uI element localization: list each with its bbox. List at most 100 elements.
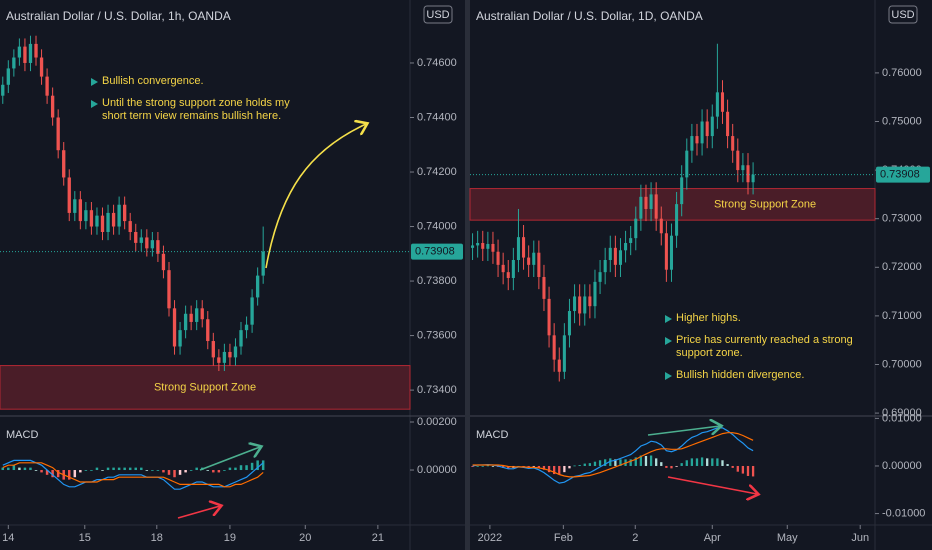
- candle-body: [726, 111, 730, 137]
- last-price-box: [876, 166, 930, 183]
- histogram-bar: [7, 467, 10, 471]
- histogram-bar: [507, 465, 510, 469]
- histogram-bar: [655, 458, 658, 466]
- histogram-bar: [167, 470, 171, 475]
- candle-body: [244, 324, 249, 331]
- candle-body: [167, 270, 171, 309]
- candle-body: [664, 233, 668, 270]
- histogram-bar: [250, 462, 254, 471]
- histogram-bar: [45, 470, 49, 475]
- macd-line: [2, 459, 264, 490]
- histogram-bar: [537, 465, 541, 468]
- candle-body: [211, 341, 215, 358]
- candle-body: [532, 252, 536, 265]
- histogram-bar: [51, 470, 54, 478]
- x-tick-label: May: [777, 532, 798, 544]
- support-zone: [469, 188, 876, 221]
- candle-body: [680, 177, 684, 205]
- candle-body: [145, 237, 149, 249]
- candle-body: [567, 311, 571, 336]
- candle-body: [501, 264, 505, 273]
- candle-body: [128, 221, 132, 232]
- histogram-bar: [609, 458, 612, 466]
- candle-body: [496, 251, 500, 265]
- histogram-bar: [649, 455, 653, 466]
- histogram-bar: [588, 463, 592, 466]
- candle-body: [89, 210, 94, 227]
- histogram-bar: [619, 459, 622, 466]
- histogram-bar: [563, 465, 566, 473]
- histogram-bar: [604, 459, 607, 466]
- candle-body: [669, 235, 674, 270]
- candle-body: [45, 76, 49, 96]
- last-price-box: [411, 243, 463, 260]
- candle-body: [189, 313, 193, 322]
- histogram-bar: [711, 458, 714, 466]
- candle-body: [123, 204, 127, 222]
- histogram-bar: [476, 465, 479, 467]
- histogram-bar: [746, 465, 750, 476]
- x-tick-label: Jun: [851, 532, 869, 544]
- histogram-bar: [145, 470, 149, 471]
- candle-body: [573, 296, 577, 312]
- y-tick-label: -0.01000: [882, 507, 925, 519]
- histogram-bar: [583, 463, 586, 466]
- candle-body: [751, 174, 755, 183]
- y-tick-label: 0.73400: [417, 384, 457, 396]
- histogram-bar: [212, 470, 215, 473]
- histogram-bar: [547, 465, 551, 473]
- candle-body: [471, 245, 475, 248]
- y-tick-label: 0.00200: [417, 416, 457, 428]
- candle-body: [95, 215, 99, 227]
- x-tick-label: 14: [2, 532, 14, 544]
- x-tick-label: 18: [151, 532, 163, 544]
- candle-body: [700, 121, 704, 144]
- candle-body: [228, 351, 232, 358]
- candle-body: [67, 177, 71, 213]
- histogram-bar: [527, 465, 530, 467]
- candle-body: [511, 260, 515, 278]
- candle-body: [705, 121, 709, 137]
- candle-body: [603, 260, 607, 273]
- histogram-bar: [751, 465, 755, 477]
- histogram-bar: [56, 470, 60, 478]
- last-price-label: 0.73908: [880, 168, 920, 180]
- histogram-bar: [593, 461, 597, 466]
- y-tick-label: 0.76000: [882, 67, 922, 79]
- histogram-bar: [639, 455, 643, 466]
- histogram-bar: [578, 465, 581, 466]
- candle-body: [1, 84, 5, 96]
- histogram-bar: [140, 467, 143, 471]
- candle-body: [583, 296, 587, 314]
- histogram-bar: [184, 470, 187, 473]
- histogram-bar: [675, 465, 678, 467]
- candle-body: [156, 240, 160, 254]
- histogram-bar: [256, 460, 259, 471]
- histogram-bar: [12, 465, 16, 471]
- candle-body: [476, 242, 480, 246]
- candle-body: [675, 204, 679, 236]
- x-tick-label: 2022: [478, 532, 502, 544]
- histogram-bar: [117, 467, 121, 471]
- candle-body: [537, 252, 541, 278]
- histogram-bar: [486, 465, 490, 467]
- histogram-bar: [721, 460, 724, 466]
- candle-body: [593, 281, 597, 307]
- candle-body: [172, 308, 177, 347]
- candle-body: [84, 210, 88, 222]
- candle-body: [255, 275, 260, 298]
- histogram-bar: [731, 465, 734, 468]
- candle-body: [746, 165, 750, 183]
- candle-body: [731, 136, 735, 151]
- histogram-bar: [736, 465, 739, 472]
- y-tick-label: 0.01000: [882, 412, 922, 424]
- candle-body: [134, 231, 138, 243]
- candle-body: [516, 237, 520, 260]
- histogram-bar: [542, 465, 546, 470]
- divergence-arrow: [177, 506, 220, 519]
- y-tick-label: 0.00000: [882, 460, 922, 472]
- annotation: Until the strong support zone holds my s…: [90, 97, 295, 123]
- y-tick-label: 0.74400: [417, 111, 457, 123]
- candle-body: [542, 277, 546, 299]
